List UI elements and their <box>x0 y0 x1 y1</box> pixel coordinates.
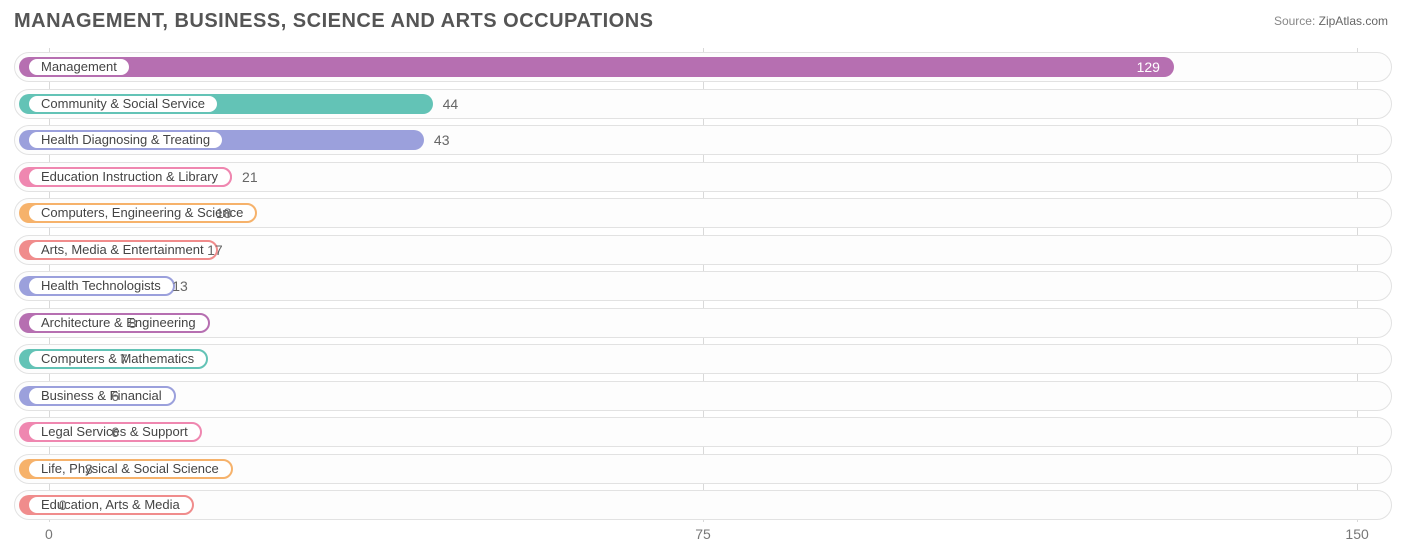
category-pill: Architecture & Engineering <box>27 313 210 333</box>
bar-value-label: 7 <box>120 351 128 367</box>
bars-container: Management 129 Community & Social Service 4… <box>14 52 1392 527</box>
bar-row: Health Technologists13 <box>14 271 1392 301</box>
bar-value-label: 21 <box>242 169 258 185</box>
bar-value-label: 18 <box>216 205 232 221</box>
bar-track <box>14 417 1392 447</box>
bar-value-label: 8 <box>129 315 137 331</box>
chart-title: MANAGEMENT, BUSINESS, SCIENCE AND ARTS O… <box>14 10 653 33</box>
bar-value-label: 0 <box>59 497 67 513</box>
chart-area: 0 75 150 Management 129 Community & Social S… <box>14 48 1392 546</box>
bar-row: Health Diagnosing & Treating 43 <box>14 125 1392 155</box>
x-axis-tick-label: 75 <box>695 526 711 542</box>
bar-value-label: 3 <box>85 461 93 477</box>
bar-row: Computers, Engineering & Science18 <box>14 198 1392 228</box>
bar-value-label: 6 <box>111 388 119 404</box>
category-pill: Education Instruction & Library <box>27 167 232 187</box>
bar-row: Education, Arts & Media0 <box>14 490 1392 520</box>
source-name: ZipAtlas.com <box>1319 14 1388 28</box>
bar-value-label: 43 <box>434 132 450 148</box>
bar-track <box>14 271 1392 301</box>
category-pill: Community & Social Service <box>27 94 219 114</box>
bar-row: Computers & Mathematics7 <box>14 344 1392 374</box>
category-pill: Management <box>27 57 131 77</box>
x-axis-tick-label: 150 <box>1345 526 1368 542</box>
bar-fill <box>19 57 1174 77</box>
bar-row: Architecture & Engineering8 <box>14 308 1392 338</box>
category-pill: Arts, Media & Entertainment <box>27 240 218 260</box>
x-axis-tick-label: 0 <box>45 526 53 542</box>
bar-track <box>14 344 1392 374</box>
category-pill: Business & Financial <box>27 386 176 406</box>
bar-value-label: 6 <box>111 424 119 440</box>
bar-track <box>14 490 1392 520</box>
category-pill: Life, Physical & Social Science <box>27 459 233 479</box>
bar-track <box>14 308 1392 338</box>
bar-row: Legal Services & Support6 <box>14 417 1392 447</box>
bar-value-label: 17 <box>207 242 223 258</box>
bar-row: Community & Social Service 44 <box>14 89 1392 119</box>
category-pill: Education, Arts & Media <box>27 495 194 515</box>
bar-value-label: 44 <box>443 96 459 112</box>
bar-row: Management 129 <box>14 52 1392 82</box>
bar-row: Life, Physical & Social Science3 <box>14 454 1392 484</box>
bar-row: Education Instruction & Library 21 <box>14 162 1392 192</box>
source-label: Source: <box>1274 14 1315 28</box>
bar-track <box>14 381 1392 411</box>
bar-row: Arts, Media & Entertainment17 <box>14 235 1392 265</box>
category-pill: Computers & Mathematics <box>27 349 208 369</box>
bar-value-label: 13 <box>172 278 188 294</box>
bar-value-label: 129 <box>1137 59 1160 75</box>
category-pill: Health Technologists <box>27 276 175 296</box>
source-attribution: Source: ZipAtlas.com <box>1274 14 1388 28</box>
category-pill: Health Diagnosing & Treating <box>27 130 224 150</box>
bar-row: Business & Financial6 <box>14 381 1392 411</box>
